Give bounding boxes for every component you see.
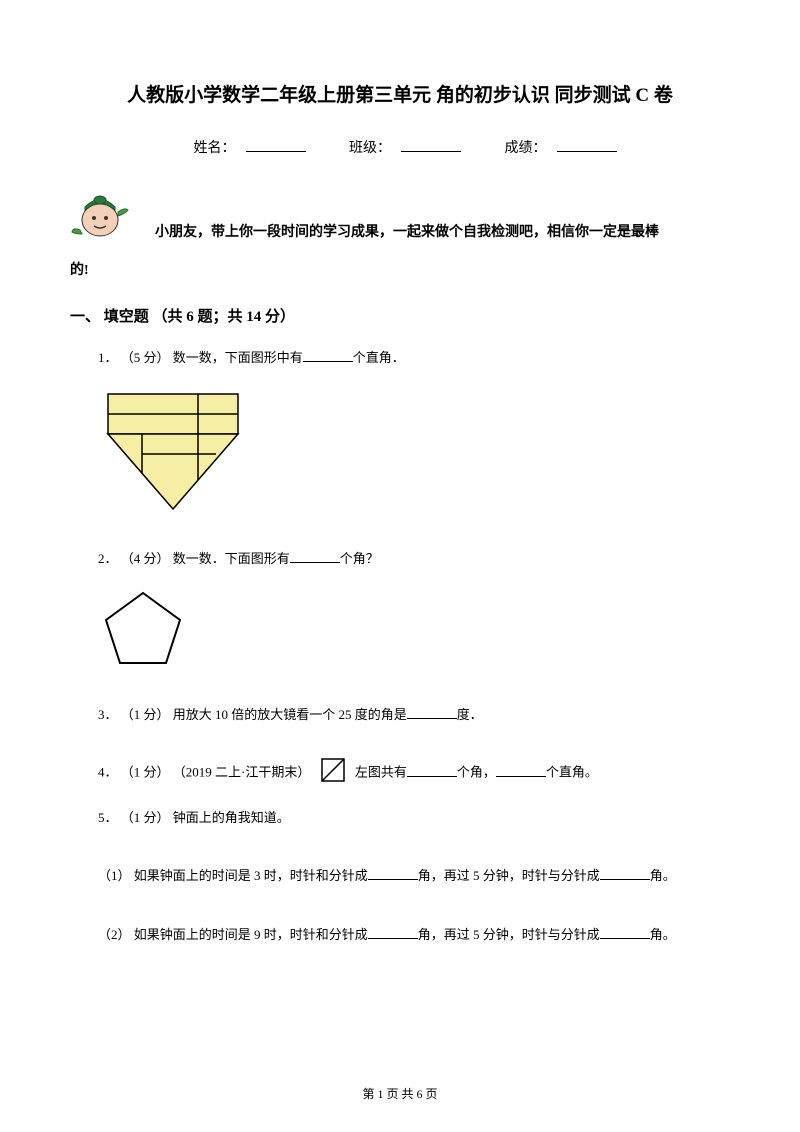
question-4: 4． （1 分） （2019 二上·江干期末） 左图共有 个角， 个直角。 — [98, 756, 730, 791]
q3-points: （1 分） — [121, 707, 170, 722]
intro-text-2: 的! — [70, 257, 730, 285]
sub2-suffix: 角。 — [650, 927, 676, 942]
q4-num: 4． — [98, 765, 118, 780]
sub1-suffix: 角。 — [650, 868, 676, 883]
score-blank[interactable] — [557, 138, 617, 152]
q2-suffix: 个角？ — [340, 551, 379, 566]
sub-question-2: （2） 如果钟面上的时间是 9 时，时针和分针成 角，再过 5 分钟，时针与分针成… — [98, 924, 730, 943]
sub2-text1: 如果钟面上的时间是 9 时，时针和分针成 — [134, 927, 368, 942]
q1-points: （5 分） — [121, 350, 170, 365]
q2-blank[interactable] — [290, 562, 340, 563]
name-blank[interactable] — [246, 138, 306, 152]
q4-shape-icon — [319, 756, 347, 791]
sub-question-1: （1） 如果钟面上的时间是 3 时，时针和分针成 角，再过 5 分钟，时针与分针成… — [98, 865, 730, 884]
q5-num: 5． — [98, 810, 118, 825]
section-header: 一、 填空题 （共 6 题；共 14 分） — [70, 305, 730, 326]
q2-num: 2． — [98, 551, 118, 566]
q3-suffix: 度． — [457, 707, 483, 722]
question-1: 1． （5 分） 数一数，下面图形中有 个直角． — [98, 346, 730, 522]
q1-blank[interactable] — [303, 361, 353, 362]
sub1-num: （1） — [98, 868, 131, 883]
q3-num: 3． — [98, 707, 118, 722]
sub2-mid: 角，再过 5 分钟，时针与分针成 — [418, 927, 600, 942]
intro-row: 小朋友，带上你一段时间的学习成果，一起来做个自我检测吧，相信你一定是最棒 — [70, 182, 730, 247]
q3-text: 用放大 10 倍的放大镜看一个 25 度的角是 — [173, 707, 407, 722]
q4-blank2[interactable] — [496, 776, 546, 777]
sub1-blank2[interactable] — [600, 879, 650, 880]
q2-points: （4 分） — [121, 551, 170, 566]
sub1-text1: 如果钟面上的时间是 3 时，时针和分针成 — [134, 868, 368, 883]
q5-points: （1 分） — [121, 810, 170, 825]
sub1-blank1[interactable] — [368, 879, 418, 880]
q4-suffix: 个直角。 — [546, 765, 598, 780]
q4-points: （1 分） — [121, 765, 170, 780]
info-row: 姓名： 班级： 成绩： — [70, 137, 730, 157]
q4-blank1[interactable] — [407, 776, 457, 777]
intro-text-1: 小朋友，带上你一段时间的学习成果，一起来做个自我检测吧，相信你一定是最棒 — [155, 184, 730, 247]
question-5: 5． （1 分） 钟面上的角我知道。 — [98, 806, 730, 829]
q4-mid: 个角， — [457, 765, 496, 780]
sub2-blank2[interactable] — [600, 938, 650, 939]
question-2: 2． （4 分） 数一数．下面图形有 个角？ — [98, 547, 730, 678]
q2-shape — [98, 585, 730, 677]
sub1-mid: 角，再过 5 分钟，时针与分针成 — [418, 868, 600, 883]
class-label: 班级： — [349, 141, 391, 156]
q3-blank[interactable] — [407, 718, 457, 719]
q1-num: 1． — [98, 350, 118, 365]
q5-text: 钟面上的角我知道。 — [173, 810, 290, 825]
q2-text: 数一数．下面图形有 — [173, 551, 290, 566]
cartoon-icon — [70, 182, 135, 247]
sub2-blank1[interactable] — [368, 938, 418, 939]
q4-text1: 左图共有 — [355, 765, 407, 780]
q1-text: 数一数，下面图形中有 — [173, 350, 303, 365]
page-footer: 第 1 页 共 6 页 — [0, 1085, 800, 1102]
q1-suffix: 个直角． — [353, 350, 405, 365]
sub2-num: （2） — [98, 927, 131, 942]
q4-ref: （2019 二上·江干期末） — [173, 765, 311, 780]
question-3: 3． （1 分） 用放大 10 倍的放大镜看一个 25 度的角是 度． — [98, 703, 730, 726]
page-title: 人教版小学数学二年级上册第三单元 角的初步认识 同步测试 C 卷 — [70, 80, 730, 107]
score-label: 成绩： — [505, 141, 547, 156]
class-blank[interactable] — [401, 138, 461, 152]
q1-shape — [98, 384, 730, 521]
name-label: 姓名： — [194, 141, 236, 156]
